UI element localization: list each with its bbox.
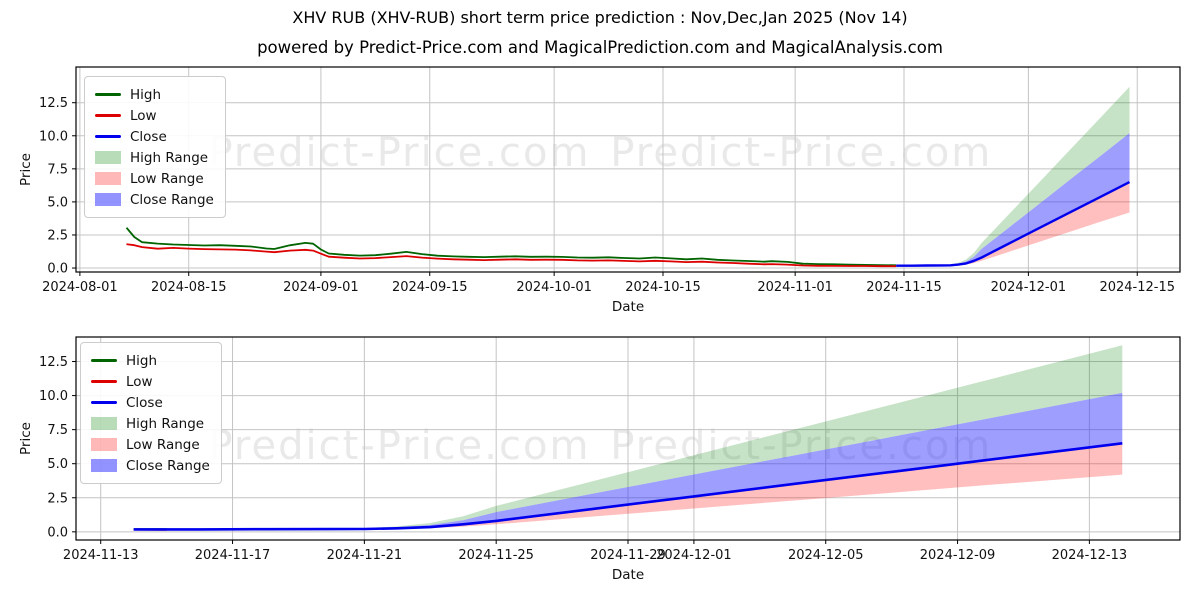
x-tick-label: 2024-11-15 [866,280,942,295]
legend-label: Close Range [130,191,214,208]
y-tick-label: 2.5 [47,491,68,506]
legend-swatch [91,417,117,430]
legend-bottom: High Low Close High Range Low Range Close Ran… [80,342,222,484]
legend-item-low: Low [95,105,214,126]
legend-item-low-range: Low Range [95,168,214,189]
series-high-line [125,227,897,267]
legend-swatch [91,459,117,472]
band-close-range [896,133,1130,266]
x-tick-label: 2024-12-13 [1052,548,1128,563]
watermark-text: Predict-Price.com [209,130,591,176]
x-tick-label: 2024-11-25 [458,548,534,563]
x-tick-label: 2024-08-15 [151,280,227,295]
legend-item-high: High [91,350,210,371]
series-low-line [126,243,897,268]
x-tick-label: 2024-09-01 [283,280,359,295]
legend-swatch [95,193,121,206]
legend-label: High Range [130,149,209,166]
legend-item-close-range: Close Range [95,189,214,210]
y-tick-label: 5.0 [47,457,68,472]
x-tick-label: 2024-11-13 [63,548,139,563]
watermark-text: Predict-Price.com [610,130,992,176]
x-tick-label: 2024-12-05 [788,548,864,563]
x-tick-label: 2024-08-01 [42,280,118,295]
legend-swatch [95,114,121,117]
y-tick-label: 0.0 [47,262,68,277]
legend-label: Close Range [126,457,210,474]
plot-border [75,66,1181,273]
y-axis-label: Price [18,153,34,186]
x-tick-label: 2024-12-01 [991,280,1067,295]
y-tick-label: 10.0 [39,129,68,144]
watermark-text: Predict-Price.com [610,423,992,469]
legend-item-high-range: High Range [91,413,210,434]
legend-label: Low Range [126,436,200,453]
price-history-forecast-chart: Predict-Price.com Predict-Price.com 2024-0… [18,66,1181,315]
band-low-range [896,182,1130,266]
legend-label: Low Range [130,170,204,187]
legend-item-low-range: Low Range [91,434,210,455]
y-tick-label: 2.5 [47,228,68,243]
x-axis-label: Date [612,299,644,315]
legend-item-high-range: High Range [95,147,214,168]
x-tick-label: 2024-11-29 [590,548,666,563]
series-close-line [133,442,1123,531]
forecast-zoom-chart: Predict-Price.com Predict-Price.com 2024-1… [18,336,1181,583]
x-tick-label: 2024-10-15 [625,280,701,295]
legend-item-close: Close [95,126,214,147]
legend-label: Close [130,128,167,145]
legend-swatch [95,151,121,164]
series-close-line [896,181,1131,267]
legend-item-high: High [95,84,214,105]
legend-item-close-range: Close Range [91,455,210,476]
legend-swatch [91,401,117,404]
y-tick-label: 12.5 [39,355,68,370]
band-close-range [133,392,1123,530]
legend-item-close: Close [91,392,210,413]
legend-swatch [95,172,121,185]
legend-label: Low [126,373,153,390]
y-tick-label: 10.0 [39,389,68,404]
y-tick-label: 0.0 [47,525,68,540]
x-tick-label: 2024-12-09 [920,548,996,563]
legend-swatch [95,135,121,138]
legend-label: Low [130,107,157,124]
legend-label: High Range [126,415,205,432]
band-low-range [133,443,1123,530]
legend-swatch [95,93,121,96]
x-tick-label: 2024-10-01 [516,280,592,295]
x-tick-label: 2024-11-01 [757,280,833,295]
y-tick-label: 5.0 [47,195,68,210]
legend-swatch [91,380,117,383]
x-tick-label: 2024-09-15 [392,280,468,295]
legend-label: Close [126,394,163,411]
x-tick-label: 2024-11-17 [195,548,271,563]
x-tick-label: 2024-12-01 [656,548,732,563]
y-tick-label: 12.5 [39,96,68,111]
page-subtitle: powered by Predict-Price.com and Magical… [257,38,943,57]
watermark-text: Predict-Price.com [209,423,591,469]
y-tick-label: 7.5 [47,162,68,177]
y-axis-label: Price [18,422,34,455]
legend-swatch [91,438,117,451]
x-tick-label: 2024-12-15 [1099,280,1175,295]
legend-label: High [130,86,162,103]
legend-item-low: Low [91,371,210,392]
x-axis-label: Date [612,567,644,583]
legend-top: High Low Close High Range Low Range Close Ran… [84,76,226,218]
x-tick-label: 2024-11-21 [327,548,403,563]
page-title: XHV RUB (XHV-RUB) short term price predi… [292,8,908,27]
legend-swatch [91,359,117,362]
y-tick-label: 7.5 [47,423,68,438]
legend-label: High [126,352,158,369]
